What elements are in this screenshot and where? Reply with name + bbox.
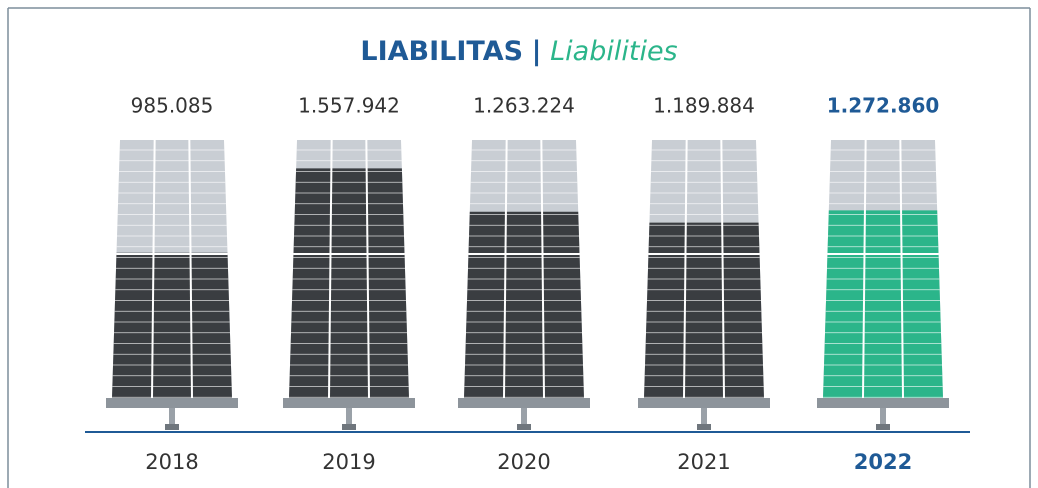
post [169,408,175,424]
post [880,408,886,424]
x-tick-label: 2019 [322,450,375,474]
x-tick-label: 2020 [497,450,550,474]
chart-subtitle: Liabilities [550,36,678,67]
x-tick-label: 2022 [854,450,912,474]
panel-frame [638,398,770,408]
panel-frame [106,398,238,408]
post [346,408,352,424]
title-separator: | [532,36,542,67]
x-tick-label: 2021 [677,450,730,474]
chart-title-group: LIABILITAS | Liabilities [360,36,677,67]
value-label: 1.272.860 [827,94,940,118]
value-label: 1.557.942 [298,94,400,118]
post-foot [517,424,531,430]
post-foot [165,424,179,430]
panel-frame [458,398,590,408]
chart: LIABILITAS | Liabilities 985.085 2018 1.55… [0,0,1038,488]
bar [464,212,584,398]
post-foot [697,424,711,430]
value-label: 985.085 [131,94,214,118]
panel-frame [283,398,415,408]
value-label: 1.189.884 [653,94,755,118]
bar [644,223,764,398]
bar [112,253,232,398]
chart-title: LIABILITAS [360,36,523,67]
panel-frame [817,398,949,408]
post-foot [876,424,890,430]
value-label: 1.263.224 [473,94,575,118]
x-tick-label: 2018 [145,450,198,474]
bar [289,168,409,398]
post-foot [342,424,356,430]
post [701,408,707,424]
post [521,408,527,424]
bar [823,210,943,398]
page: {"chart_data": {"type": "pictogram", "ti… [0,0,1038,488]
